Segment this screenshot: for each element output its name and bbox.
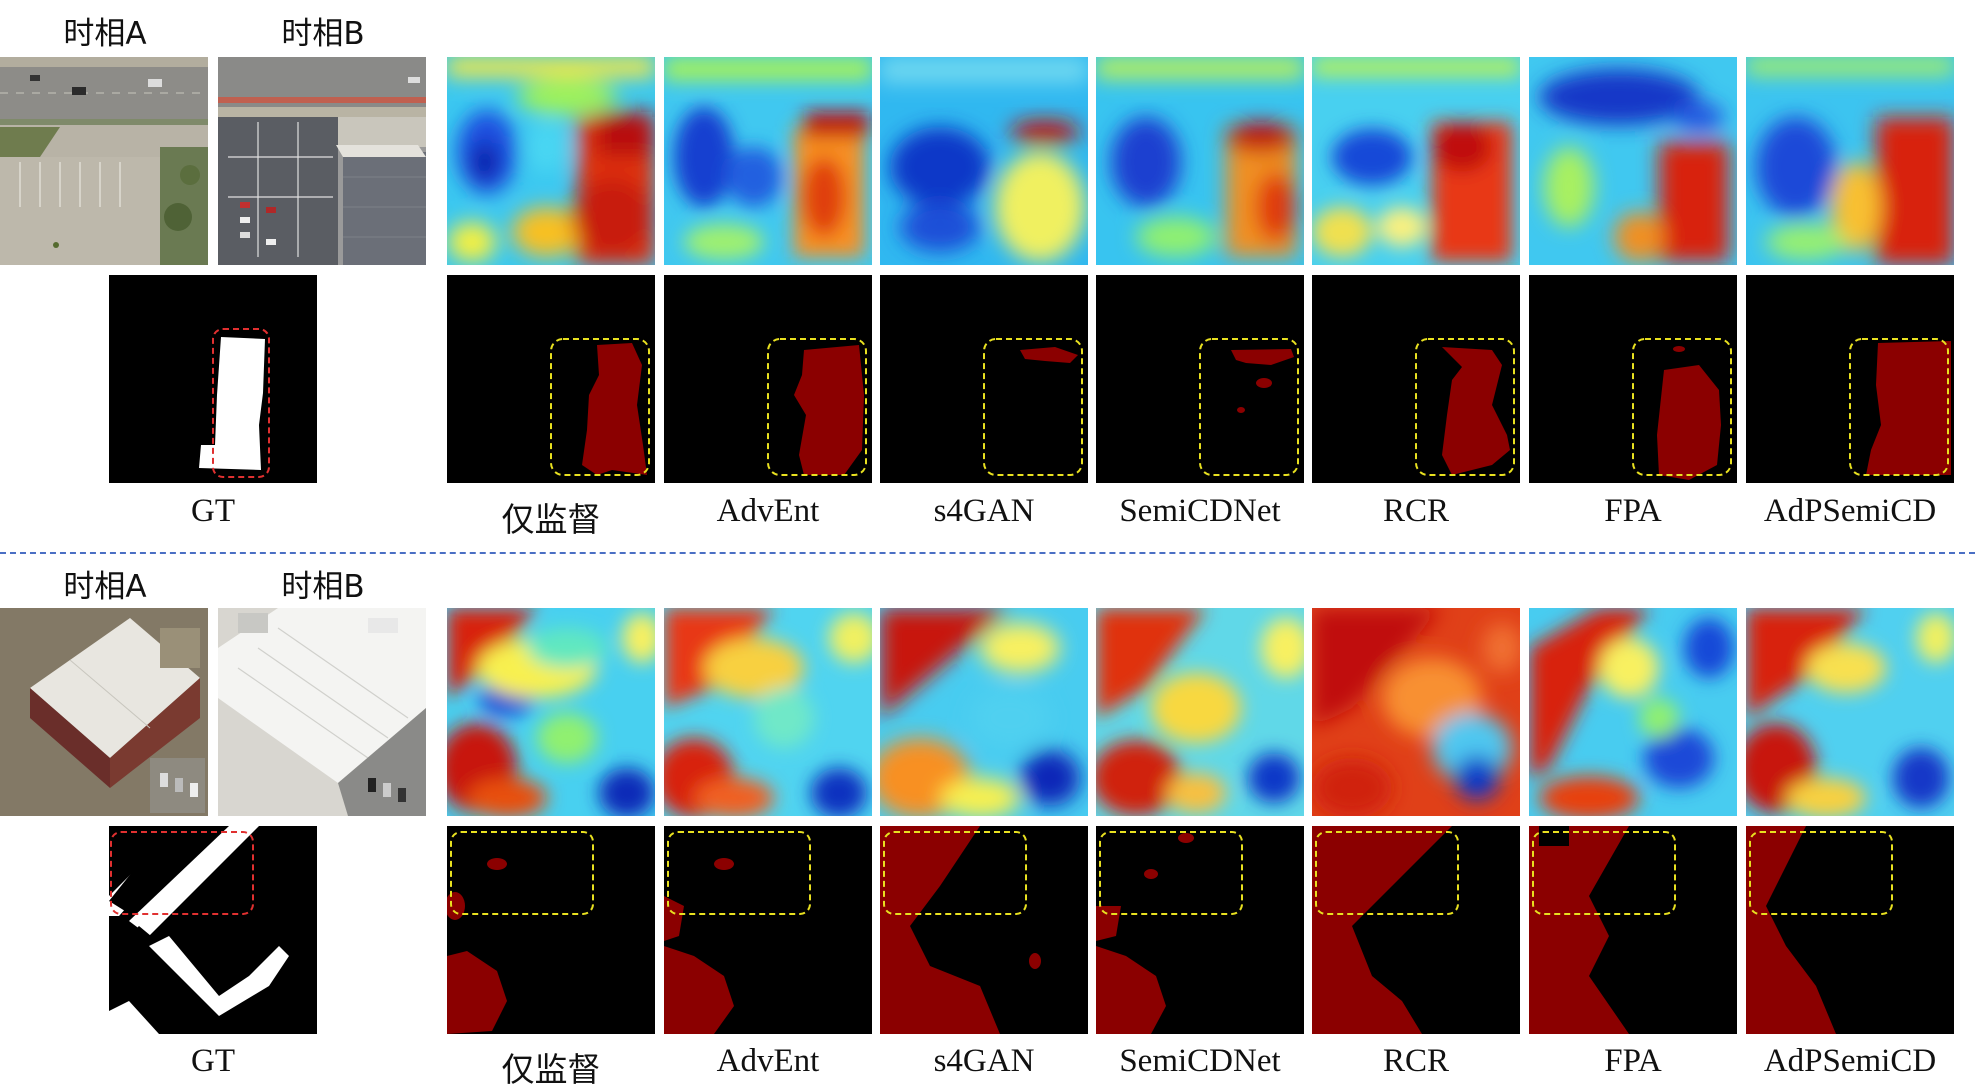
heatmap-s4gan [880,608,1088,816]
heatmap-semicdnet [1096,608,1304,816]
time-a-label: 时相A [63,16,147,52]
method-caption: RCR [1382,1043,1450,1079]
heatmap-rcr [1312,57,1520,265]
method-caption: SemiCDNet [1119,493,1281,529]
pred-mask-s4gan [880,826,1088,1034]
method-caption: RCR [1382,493,1450,529]
heatmap-s4gan [880,57,1088,265]
heatmap-rcr [1312,608,1520,816]
pred-mask-advent [664,275,872,483]
heatmap-adpsemicd [1746,57,1954,265]
group-divider [0,552,1975,554]
heatmap-semicdnet [1096,57,1304,265]
heatmap-advent [664,57,872,265]
pred-mask-advent [664,826,872,1034]
method-caption: 仅监督 [501,1053,601,1089]
pred-mask-rcr [1312,826,1520,1034]
gt-caption: GT [191,1043,235,1079]
method-caption: s4GAN [933,493,1035,529]
method-caption: SemiCDNet [1119,1043,1281,1079]
heatmap-fpa [1529,57,1737,265]
pred-mask-s4gan [880,275,1088,483]
heatmap-supervised [447,57,655,265]
time-b-label: 时相B [281,569,365,605]
heatmap-supervised [447,608,655,816]
pred-mask-fpa [1529,275,1737,483]
time-b-label: 时相B [281,16,365,52]
gt-caption: GT [191,493,235,529]
pred-mask-adpsemicd [1746,275,1954,483]
heatmap-fpa [1529,608,1737,816]
time-a-image [0,57,208,265]
pred-mask-supervised [447,826,655,1034]
time-b-image [218,57,426,265]
method-caption: 仅监督 [501,503,601,539]
method-caption: AdvEnt [716,1043,820,1079]
method-caption: AdvEnt [716,493,820,529]
method-caption: FPA [1604,1043,1662,1079]
time-a-label: 时相A [63,569,147,605]
pred-mask-adpsemicd [1746,826,1954,1034]
heatmap-adpsemicd [1746,608,1954,816]
pred-mask-semicdnet [1096,826,1304,1034]
gt-mask [109,826,317,1034]
method-caption: AdPSemiCD [1763,493,1937,529]
method-caption: s4GAN [933,1043,1035,1079]
method-caption: FPA [1604,493,1662,529]
pred-mask-supervised [447,275,655,483]
pred-mask-semicdnet [1096,275,1304,483]
gt-mask [109,275,317,483]
heatmap-advent [664,608,872,816]
time-a-image [0,608,208,816]
method-caption: AdPSemiCD [1763,1043,1937,1079]
pred-mask-rcr [1312,275,1520,483]
time-b-image [218,608,426,816]
pred-mask-fpa [1529,826,1737,1034]
